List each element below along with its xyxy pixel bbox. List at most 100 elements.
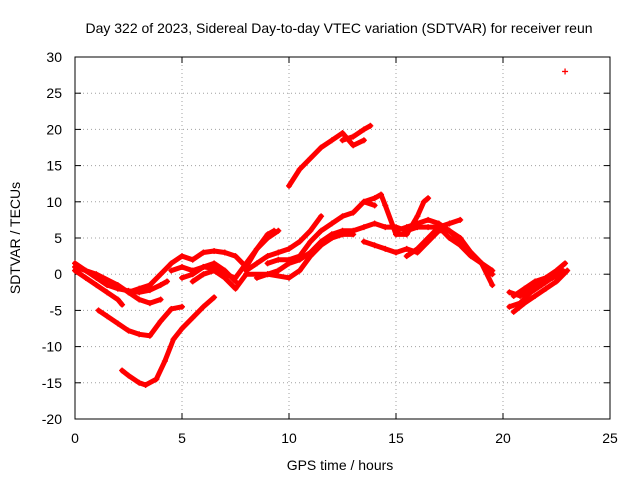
data-point [360,137,367,144]
data-point [179,253,185,260]
series-track [511,260,568,299]
data-point [157,282,164,289]
data-point [382,245,389,252]
data-point [542,274,549,281]
data-point [221,267,228,274]
data-point [189,256,196,263]
series-track [72,268,125,308]
x-tick-label: 20 [495,430,511,446]
data-point [420,198,427,205]
data-point [350,133,357,140]
data-point [425,224,432,231]
y-tick-label: 30 [46,49,62,65]
data-point [527,289,534,296]
data-point [339,213,346,220]
data-point [307,227,314,234]
data-point [200,249,207,256]
data-point [125,327,132,334]
chart-title: Day 322 of 2023, Sidereal Day-to-day VTE… [85,20,592,36]
data-point [211,260,218,267]
data-point [478,260,485,267]
data-point [446,220,453,227]
data-point [157,296,164,303]
data-point [119,301,126,308]
x-tick-labels: 0 5 10 15 20 25 [71,430,618,446]
data-point [506,303,513,310]
x-tick-label: 15 [388,430,404,446]
data-point [200,271,207,278]
y-tick-label: 25 [46,85,62,101]
data-point [243,271,250,278]
data-point [275,267,282,274]
grid [75,57,610,419]
data-point [403,224,410,231]
data-point [189,271,196,278]
data-point [179,303,185,310]
data-point [114,320,121,327]
data-point [378,191,385,198]
data-point [414,213,421,220]
data-point [146,287,153,294]
data-point [360,224,367,231]
data-point [211,248,218,255]
data-point [403,231,410,238]
data-point [157,271,164,278]
data-point [339,227,346,234]
data-point [189,278,196,285]
ticks [74,56,611,420]
data-point [350,227,357,234]
data-point [553,267,560,274]
data-point [414,220,421,227]
data-point [146,300,153,307]
series-track [190,268,249,292]
data-point [200,263,207,270]
data-point [146,332,153,339]
data-point [360,198,367,205]
data-point [328,137,335,144]
data-point [157,318,164,325]
data-point [457,238,464,245]
data-point [446,227,453,234]
data-point [339,137,346,144]
data-point [93,271,100,278]
data-point [264,235,271,241]
data-point [211,294,218,301]
data-points [72,68,571,388]
x-tick-label: 0 [71,430,79,446]
data-point [264,253,271,260]
data-point [393,249,399,256]
y-tick-label: -10 [42,339,62,355]
data-point [119,367,126,374]
data-point [264,260,271,267]
data-point [168,267,175,274]
data-point [318,213,325,220]
data-point [296,253,303,260]
data-point [414,245,421,252]
data-point [367,122,374,129]
data-point [200,303,207,310]
series-track [393,217,495,277]
data-point [114,296,121,303]
data-point [403,245,410,252]
data-point [296,166,303,173]
data-point [521,300,528,307]
series-track [511,268,570,315]
data-point [168,305,175,312]
y-tick-label: -5 [50,302,63,318]
data-point [104,289,111,296]
data-point [161,358,168,365]
data-point [489,282,496,289]
data-point [221,274,228,281]
data-point [142,381,149,388]
x-tick-label: 5 [178,430,186,446]
data-point [264,271,271,278]
data-point [350,142,357,149]
data-point [371,195,378,202]
data-point [232,285,239,292]
data-point [521,285,528,292]
data-point [328,220,335,227]
data-point [114,282,121,289]
data-point [93,282,100,289]
data-point [318,227,325,234]
data-point [296,267,303,274]
